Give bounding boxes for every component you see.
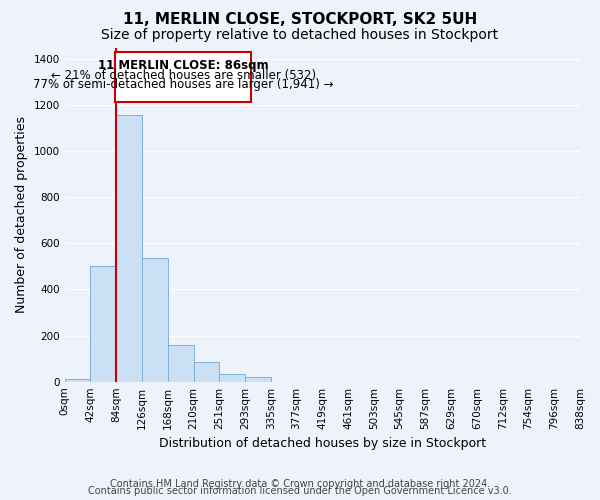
FancyBboxPatch shape xyxy=(115,52,251,102)
Text: 11 MERLIN CLOSE: 86sqm: 11 MERLIN CLOSE: 86sqm xyxy=(98,58,269,71)
Y-axis label: Number of detached properties: Number of detached properties xyxy=(15,116,28,313)
Text: ← 21% of detached houses are smaller (532): ← 21% of detached houses are smaller (53… xyxy=(50,69,316,82)
Text: Contains HM Land Registry data © Crown copyright and database right 2024.: Contains HM Land Registry data © Crown c… xyxy=(110,479,490,489)
Bar xyxy=(142,258,168,382)
Text: Contains public sector information licensed under the Open Government Licence v3: Contains public sector information licen… xyxy=(88,486,512,496)
Bar xyxy=(91,266,116,382)
X-axis label: Distribution of detached houses by size in Stockport: Distribution of detached houses by size … xyxy=(159,437,486,450)
Bar xyxy=(193,362,219,382)
Bar xyxy=(116,116,142,382)
Bar xyxy=(168,345,193,382)
Bar xyxy=(219,374,245,382)
Text: Size of property relative to detached houses in Stockport: Size of property relative to detached ho… xyxy=(101,28,499,42)
Bar xyxy=(65,380,91,382)
Text: 77% of semi-detached houses are larger (1,941) →: 77% of semi-detached houses are larger (… xyxy=(33,78,334,91)
Bar xyxy=(245,377,271,382)
Text: 11, MERLIN CLOSE, STOCKPORT, SK2 5UH: 11, MERLIN CLOSE, STOCKPORT, SK2 5UH xyxy=(123,12,477,28)
